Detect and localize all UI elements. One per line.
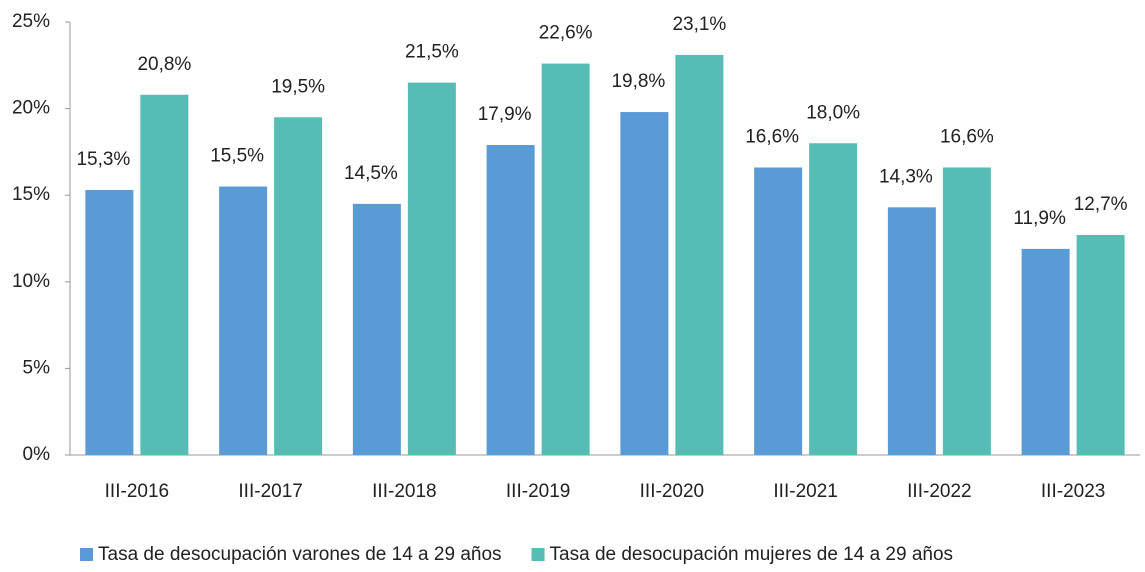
y-tick-label: 0% bbox=[23, 444, 51, 465]
bar bbox=[140, 94, 189, 455]
data-label: 15,3% bbox=[76, 149, 130, 170]
x-tick-label: III-2016 bbox=[105, 481, 169, 502]
bar bbox=[407, 82, 456, 456]
y-tick-label: 15% bbox=[12, 184, 50, 205]
x-tick-label: III-2021 bbox=[773, 481, 837, 502]
bar bbox=[85, 190, 134, 455]
bar bbox=[352, 203, 401, 455]
data-label: 22,6% bbox=[539, 23, 593, 44]
y-tick-label: 25% bbox=[12, 11, 50, 32]
data-label: 21,5% bbox=[405, 42, 459, 63]
legend-swatch bbox=[80, 548, 93, 561]
data-label: 18,0% bbox=[806, 102, 860, 123]
legend-label: Tasa de desocupación varones de 14 a 29 … bbox=[98, 544, 502, 565]
data-label: 16,6% bbox=[745, 127, 799, 148]
bar bbox=[219, 186, 268, 456]
bar bbox=[486, 144, 535, 456]
bar bbox=[1021, 248, 1070, 455]
x-tick-label: III-2019 bbox=[506, 481, 570, 502]
bar bbox=[274, 117, 323, 455]
y-tick-label: 5% bbox=[23, 357, 51, 378]
x-tick-label: III-2017 bbox=[238, 481, 302, 502]
x-tick-label: III-2022 bbox=[907, 481, 971, 502]
x-tick-label: III-2023 bbox=[1041, 481, 1105, 502]
data-label: 23,1% bbox=[672, 14, 726, 35]
x-tick-label: III-2018 bbox=[372, 481, 436, 502]
bar bbox=[541, 63, 590, 456]
data-label: 16,6% bbox=[940, 127, 994, 148]
bar bbox=[620, 112, 669, 456]
legend-swatch bbox=[531, 548, 545, 561]
data-label: 19,5% bbox=[271, 76, 325, 97]
bar bbox=[1076, 235, 1125, 455]
data-label: 19,8% bbox=[611, 71, 665, 92]
data-label: 17,9% bbox=[478, 104, 532, 125]
bar bbox=[942, 167, 991, 455]
data-label: 20,8% bbox=[137, 54, 191, 75]
y-tick-label: 10% bbox=[12, 271, 50, 292]
data-label: 14,5% bbox=[344, 163, 398, 184]
data-label: 14,3% bbox=[879, 166, 933, 187]
bar bbox=[887, 207, 936, 455]
bar bbox=[754, 167, 803, 455]
bar bbox=[809, 143, 858, 456]
bar bbox=[675, 54, 724, 456]
legend-label: Tasa de desocupación mujeres de 14 a 29 … bbox=[550, 544, 954, 565]
data-label: 12,7% bbox=[1074, 194, 1128, 215]
y-tick-label: 20% bbox=[12, 98, 50, 119]
x-tick-label: III-2020 bbox=[640, 481, 704, 502]
data-label: 15,5% bbox=[210, 146, 264, 167]
data-label: 11,9% bbox=[1013, 208, 1066, 229]
